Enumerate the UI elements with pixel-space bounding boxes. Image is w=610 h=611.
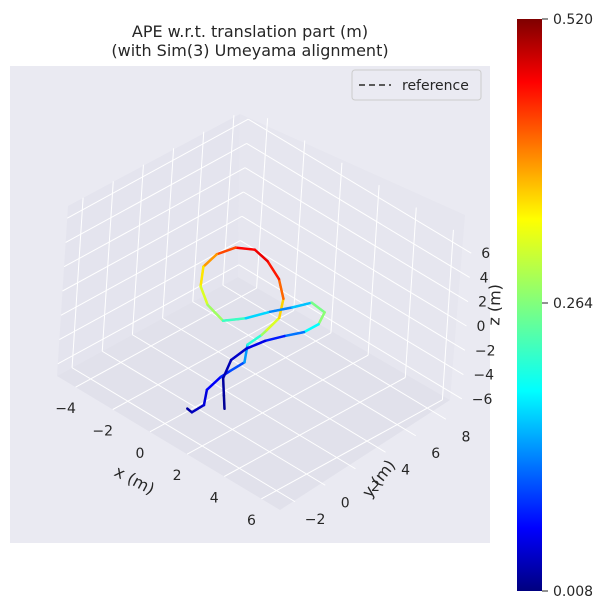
gridline-z-left	[57, 264, 240, 365]
gridline-z-right	[238, 264, 463, 400]
gridline-z-right	[247, 118, 472, 254]
colorbar-label-max: 0.520	[553, 12, 593, 28]
gridline-y-floor	[71, 367, 296, 503]
z-tick-label: 6	[481, 246, 490, 262]
gridline-z-right	[243, 191, 467, 327]
x-tick-label: −2	[92, 424, 113, 440]
estimate-segment	[229, 347, 248, 362]
estimate-segment	[291, 301, 313, 309]
y-tick-label: 6	[431, 446, 440, 462]
y-tick-label: −2	[305, 512, 326, 528]
estimate-segment	[253, 248, 269, 263]
z-tick-label: −4	[473, 368, 494, 384]
gridline-z-right	[246, 142, 470, 278]
colorbar-gradient	[517, 19, 542, 591]
z-tick-label: 0	[477, 319, 486, 335]
estimate-segment	[202, 252, 219, 268]
estimate-segment	[246, 333, 263, 346]
z-tick-label: 2	[478, 295, 487, 311]
estimate-segment	[199, 265, 205, 288]
estimate-segment	[277, 277, 285, 300]
estimate-segment	[244, 310, 272, 320]
gridline-z-left	[65, 142, 247, 243]
estimate-segment	[190, 403, 206, 414]
legend: reference	[351, 69, 482, 101]
estimate-segment	[222, 394, 226, 411]
x-tick-label: 2	[173, 468, 182, 484]
x-tick-label: −4	[55, 401, 76, 417]
gridline-y-floor	[162, 317, 386, 453]
y-tick-label: 2	[371, 479, 380, 495]
z-axis-label: z (m)	[484, 284, 504, 326]
x-tick-label: 6	[247, 513, 256, 529]
estimate-segment	[229, 361, 246, 373]
gridline-x-floor	[149, 332, 332, 433]
estimate-segment	[283, 330, 306, 338]
gridline-z-right	[241, 215, 466, 351]
z-tick-label: 4	[480, 270, 489, 286]
estimate-segment	[310, 301, 326, 314]
z-tick-label: −2	[475, 343, 496, 359]
gridline-x-floor	[261, 399, 443, 500]
y-tick-label: 8	[461, 429, 470, 445]
gridline-z-right	[244, 167, 469, 303]
z-tick-label: −6	[472, 392, 493, 408]
gridline-z-left	[66, 118, 249, 219]
chart-title-line1: APE w.r.t. translation part (m)	[132, 22, 368, 41]
floor-pane	[57, 277, 450, 510]
gridline-x-floor	[224, 377, 406, 477]
estimate-segment	[221, 376, 226, 397]
estimate-segment	[264, 334, 286, 343]
colorbar-label-mid: 0.264	[553, 296, 593, 312]
colorbar: 0.520 0.264 0.008	[517, 12, 593, 600]
chart-title-line2: (with Sim(3) Umeyama alignment)	[111, 41, 388, 60]
gridline-y-floor	[222, 284, 447, 420]
estimate-segment	[266, 259, 281, 281]
gridline-z-right	[240, 240, 464, 376]
estimate-segment	[221, 358, 233, 380]
estimate-segment	[265, 316, 281, 332]
y-tick-label: 4	[401, 462, 410, 478]
left-pane	[57, 114, 240, 376]
gridline-x-floor	[186, 354, 369, 455]
estimate-segment	[317, 311, 326, 326]
estimate-segment	[302, 323, 320, 334]
gridline-y-floor	[192, 301, 417, 437]
x-tick-label: 4	[210, 491, 219, 507]
gridline-z-left	[59, 240, 241, 341]
y-tick-label: 0	[341, 495, 350, 511]
estimate-segment	[234, 246, 257, 251]
estimate-segment	[206, 303, 225, 322]
gridline-y-floor	[101, 350, 326, 486]
gridline-z-left	[60, 215, 243, 316]
estimate-segment	[205, 375, 223, 392]
estimate-segment	[215, 246, 237, 256]
estimate-segment	[202, 388, 209, 407]
gridline-x-floor	[112, 310, 294, 410]
axis-ticks: −4 −2 0 2 4 6 −2 0 2 4 6 8 −6 −4 −2 0 2 4 6	[55, 246, 495, 529]
colorbar-label-min: 0.008	[553, 584, 593, 600]
grid-lines	[57, 115, 472, 503]
trajectory-group	[186, 246, 326, 414]
gridline-z-left	[62, 191, 244, 292]
gridline-x-floor	[75, 287, 257, 388]
x-tick-label: 0	[135, 446, 144, 462]
gridline-z-left	[63, 167, 246, 268]
gridline-y-floor	[132, 334, 356, 470]
estimate-segment	[245, 339, 267, 350]
estimate-segment	[268, 306, 294, 314]
estimate-segment	[199, 285, 209, 307]
estimate-segment	[221, 317, 248, 322]
legend-label-reference: reference	[402, 78, 469, 94]
legend-frame	[351, 69, 482, 101]
